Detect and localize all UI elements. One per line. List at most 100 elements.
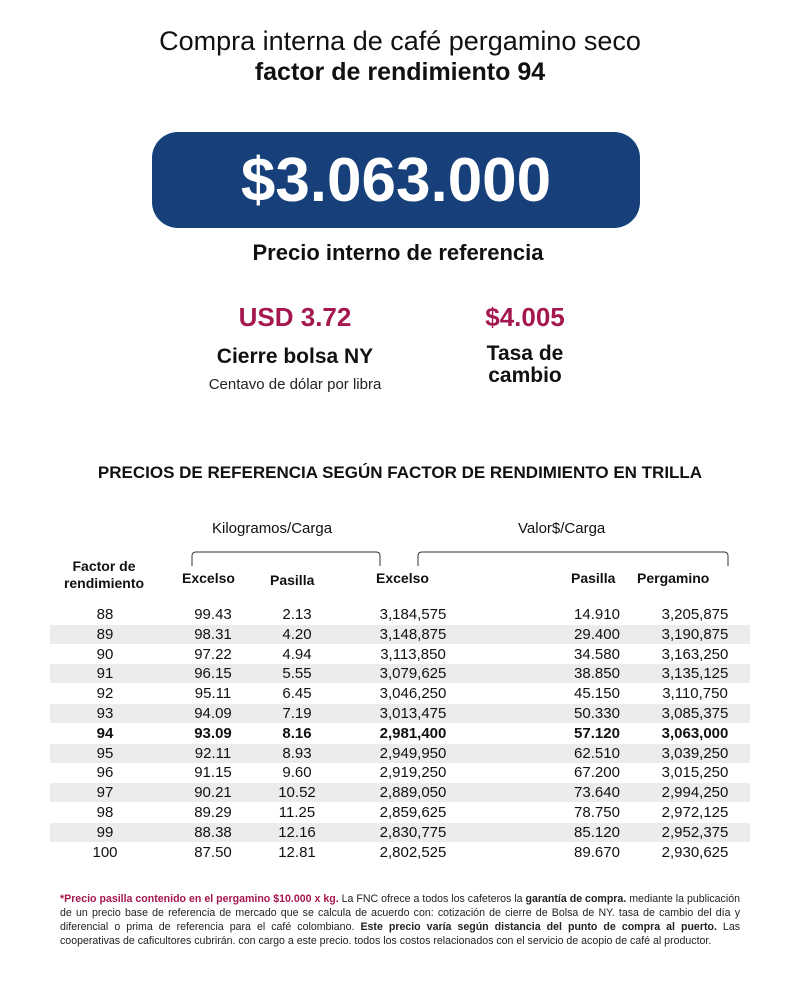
table-cell: 10.52 bbox=[278, 784, 316, 802]
table-cell: 2,930,625 bbox=[661, 843, 729, 861]
indicator-value: $4.005 bbox=[485, 302, 565, 332]
row-stripe bbox=[50, 822, 750, 842]
table-cell: 92.11 bbox=[194, 744, 232, 762]
table-cell: 2,952,375 bbox=[661, 823, 729, 841]
brackets bbox=[191, 551, 729, 566]
table-cell: 8.93 bbox=[282, 744, 312, 762]
table-cell: 45.150 bbox=[574, 685, 620, 703]
table-cell: 2,994,250 bbox=[661, 784, 729, 802]
table-cell: 2,919,250 bbox=[379, 764, 447, 782]
footnote-text: La FNC ofrece a todos los cafeteros la bbox=[338, 893, 526, 905]
column-header: Excelso bbox=[182, 570, 235, 586]
table-cell: 3,039,250 bbox=[661, 744, 729, 762]
footnote-text: *Precio pasilla contenido en el pergamin… bbox=[60, 893, 339, 905]
table-cell: 97.22 bbox=[194, 645, 232, 663]
column-header: Pasilla bbox=[571, 570, 616, 586]
indicator-label: Cierre bolsa NY bbox=[216, 345, 374, 368]
table-cell: 98 bbox=[96, 804, 114, 821]
table-cell: 29.400 bbox=[574, 625, 620, 643]
table-cell: 2,949,950 bbox=[379, 744, 447, 762]
group-header: Valor$/Carga bbox=[518, 520, 606, 537]
table-cell: 85.120 bbox=[574, 823, 620, 841]
row-stripe bbox=[50, 743, 750, 763]
price-value: $3.063.000 bbox=[240, 146, 552, 215]
table-cell: 5.55 bbox=[282, 665, 312, 683]
table-cell: 78.750 bbox=[574, 804, 620, 821]
column-header: Excelso bbox=[376, 570, 429, 586]
table-cell: 3,113,850 bbox=[380, 645, 446, 663]
table-cell: 4.94 bbox=[282, 645, 312, 663]
table-cell: 3,085,375 bbox=[661, 705, 729, 722]
table-cell: 90 bbox=[96, 645, 114, 663]
table-cell: 12.81 bbox=[278, 843, 316, 861]
table-cell: 92 bbox=[96, 685, 114, 703]
table-cell: 93.09 bbox=[194, 724, 232, 742]
table-cell: 62.510 bbox=[574, 744, 620, 762]
table-cell: 73.640 bbox=[574, 784, 620, 802]
table-cell: 3,184,575 bbox=[379, 606, 447, 623]
column-header: Factor de rendimiento bbox=[63, 558, 145, 591]
table-cell: 2,981,400 bbox=[379, 724, 447, 742]
table-cell: 91 bbox=[96, 665, 114, 683]
table-cell: 6.45 bbox=[282, 685, 312, 703]
column-header: Pasilla bbox=[270, 572, 315, 588]
table-cell: 96.15 bbox=[194, 665, 232, 683]
table-cell: 96 bbox=[96, 764, 114, 782]
table-cell: 3,148,875 bbox=[379, 625, 447, 643]
table-cell: 97 bbox=[96, 784, 114, 802]
table-cell: 12.16 bbox=[278, 823, 316, 841]
table-cell: 3,190,875 bbox=[661, 625, 729, 643]
table-cell: 3,015,250 bbox=[661, 764, 729, 782]
table-title: PRECIOS DE REFERENCIA SEGÚN FACTOR DE RE… bbox=[97, 463, 703, 482]
price-label: Precio interno de referencia bbox=[252, 240, 544, 265]
footnote-text: garantía de compra. bbox=[525, 893, 627, 905]
table-cell: 89.670 bbox=[574, 843, 620, 861]
footnote-text: Las cooperativas de caficultores cubrirá… bbox=[60, 921, 741, 947]
indicator-note: Centavo de dólar por libra bbox=[208, 376, 382, 393]
table-cell: 91.15 bbox=[194, 764, 232, 782]
table-cell: 2.13 bbox=[282, 606, 312, 623]
table-cell: 100 bbox=[92, 843, 118, 861]
row-stripe bbox=[50, 664, 750, 684]
row-stripe bbox=[50, 624, 750, 644]
row-stripe bbox=[50, 704, 750, 723]
table-cell: 3,135,125 bbox=[661, 665, 729, 683]
table-cell: 3,079,625 bbox=[379, 665, 447, 683]
table-cell: 88 bbox=[96, 606, 114, 623]
footnote-text: Este precio varía según distancia del pu… bbox=[360, 921, 717, 933]
table-cell: 3,063,000 bbox=[661, 724, 729, 742]
table-cell: 8.16 bbox=[282, 724, 312, 742]
table-cell: 3,046,250 bbox=[379, 685, 447, 703]
table-cell: 95.11 bbox=[194, 685, 232, 703]
table-cell: 67.200 bbox=[574, 764, 620, 782]
footnote-text: mediante la publicación de un precio bas… bbox=[60, 893, 740, 933]
group-header: Kilogramos/Carga bbox=[212, 520, 333, 537]
table-cell: 50.330 bbox=[574, 705, 620, 722]
table-cell: 89.29 bbox=[194, 804, 232, 821]
table-cell: 87.50 bbox=[194, 843, 232, 861]
table-cell: 11.25 bbox=[278, 804, 316, 821]
table-cell: 2,830,775 bbox=[379, 823, 447, 841]
table-cell: 88.38 bbox=[194, 823, 232, 841]
column-header: Pergamino bbox=[637, 570, 710, 586]
table-cell: 95 bbox=[96, 744, 114, 762]
table-cell: 99.43 bbox=[194, 606, 232, 623]
table-cell: 14.910 bbox=[574, 606, 620, 623]
table-cell: 3,110,750 bbox=[662, 685, 728, 703]
table-cell: 3,013,475 bbox=[379, 705, 447, 722]
table-cell: 57.120 bbox=[574, 724, 620, 742]
table-cell: 3,163,250 bbox=[661, 645, 729, 663]
table-cell: 2,859,625 bbox=[379, 804, 447, 821]
table-cell: 9.60 bbox=[282, 764, 312, 782]
price-box bbox=[152, 132, 640, 228]
table-cell: 89 bbox=[96, 625, 114, 643]
table-cell: 2,802,525 bbox=[379, 843, 447, 861]
table-cell: 34.580 bbox=[574, 645, 620, 663]
table-cell: 99 bbox=[96, 823, 114, 841]
table-cell: 7.19 bbox=[282, 705, 312, 722]
indicator-value: USD 3.72 bbox=[238, 302, 352, 332]
table-cell: 94 bbox=[96, 724, 114, 742]
table-cell: 4.20 bbox=[282, 625, 312, 643]
table-cell: 93 bbox=[96, 705, 114, 722]
